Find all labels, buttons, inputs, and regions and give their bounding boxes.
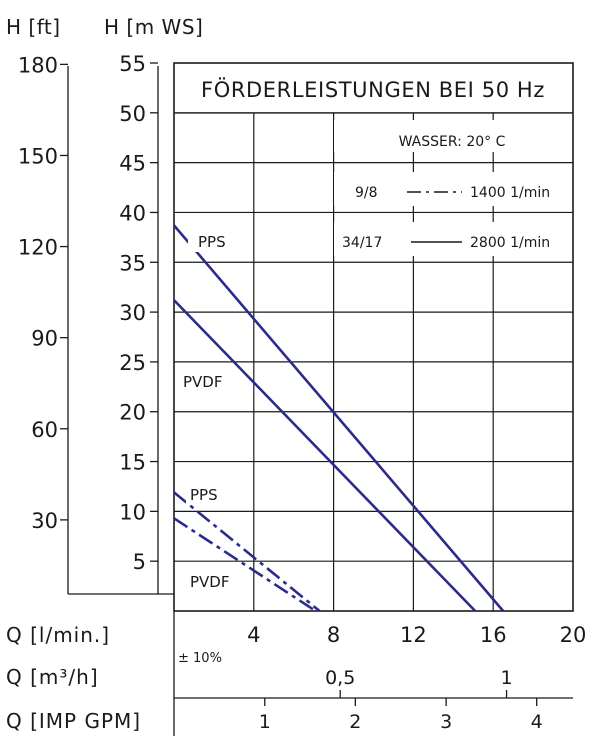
y-mws-tick-label: 30 — [119, 301, 146, 325]
water-annotation-bg — [334, 120, 564, 152]
legend-model-2: 34/17 — [342, 235, 382, 251]
y-mws-tick-label: 40 — [119, 201, 146, 225]
y-mws-tick-label: 5 — [133, 550, 146, 574]
label-pvdf-2800: PVDF — [183, 373, 223, 391]
y-axis-mws-ticks: 5 10 15 20 25 30 35 40 45 50 55 — [119, 52, 158, 574]
legend-row-2-bg — [334, 222, 570, 256]
x-gpm-tick-label: 1 — [259, 711, 271, 733]
y-mws-tick-label: 35 — [119, 251, 146, 275]
legend-speed-1: 1400 1/min — [470, 185, 550, 201]
y-axis-ft-label: H [ft] — [6, 15, 61, 39]
tolerance-annotation: ± 10% — [178, 651, 222, 666]
performance-curves — [173, 224, 505, 613]
y-ft-tick-label: 60 — [31, 418, 58, 442]
y-mws-tick-label: 25 — [119, 351, 146, 375]
label-pps-9-bg — [186, 483, 234, 505]
plot-frame — [173, 62, 574, 612]
label-pvdf-bg — [178, 368, 236, 392]
x-axis-gpm-ticks: 1 2 3 4 — [259, 698, 543, 733]
x-lmin-tick-label: 12 — [400, 623, 427, 647]
label-pvdf-1400: PVDF — [190, 573, 230, 591]
x-gpm-tick-label: 3 — [440, 711, 452, 733]
label-pvdf-9-bg — [186, 569, 244, 593]
y-axis-mws-label: H [m WS] — [104, 15, 203, 39]
x-axis-m3h-label: Q [m³/h] — [6, 665, 99, 689]
y-mws-tick-label: 45 — [119, 152, 146, 176]
curve-9-8-pps — [173, 491, 321, 613]
x-axis-gpm-label: Q [IMP GPM] — [6, 709, 141, 733]
x-axis-m3h-ticks: 0,5 1 — [325, 667, 513, 698]
y-mws-tick-label: 20 — [119, 401, 146, 425]
y-ft-tick-label: 90 — [31, 327, 58, 351]
legend-model-1: 9/8 — [355, 185, 378, 201]
y-mws-tick-label: 50 — [119, 102, 146, 126]
x-lmin-tick-label: 4 — [247, 623, 260, 647]
y-mws-tick-label: 10 — [119, 500, 146, 524]
x-axis-lmin-label: Q [l/min.] — [6, 623, 110, 647]
x-gpm-tick-label: 2 — [349, 711, 361, 733]
chart-title: FÖRDERLEISTUNGEN BEI 50 Hz — [201, 77, 545, 102]
y-ft-tick-label: 150 — [18, 144, 58, 168]
y-ft-tick-label: 120 — [18, 236, 58, 260]
x-axis-lmin-ticks: 4 8 12 16 20 — [247, 623, 586, 647]
x-m3h-tick-label: 0,5 — [325, 667, 355, 689]
curve-34-17-pvdf — [173, 299, 477, 612]
y-ft-tick-label: 30 — [31, 509, 58, 533]
legend-speed-2: 2800 1/min — [470, 235, 550, 251]
y-axis-ft-ticks: 30 60 90 120 150 180 — [18, 53, 68, 533]
x-lmin-tick-label: 20 — [560, 623, 587, 647]
water-annotation: WASSER: 20° C — [399, 134, 506, 150]
curve-34-17-pps — [173, 224, 505, 612]
label-pps-bg — [188, 228, 238, 252]
curve-9-8-pvdf — [173, 517, 317, 613]
x-gpm-tick-label: 4 — [531, 711, 543, 733]
y-mws-tick-label: 15 — [119, 451, 146, 475]
x-lmin-tick-label: 8 — [327, 623, 340, 647]
label-pps-1400: PPS — [190, 486, 218, 504]
x-m3h-tick-label: 1 — [501, 667, 513, 689]
x-lmin-tick-label: 16 — [480, 623, 507, 647]
label-pps-2800: PPS — [198, 233, 226, 251]
legend-row-1-bg — [334, 172, 570, 206]
y-ft-tick-label: 180 — [18, 53, 58, 77]
y-mws-tick-label: 55 — [119, 52, 146, 76]
